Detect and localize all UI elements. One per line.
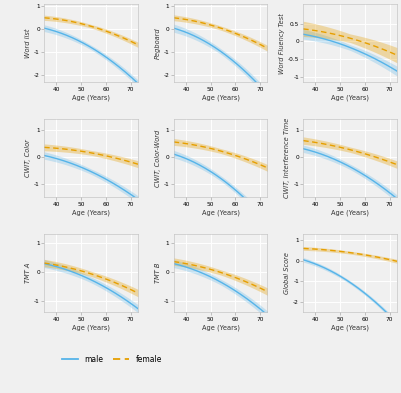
Y-axis label: TMT A: TMT A <box>25 263 31 283</box>
Y-axis label: Word Fluency Test: Word Fluency Test <box>279 13 285 73</box>
X-axis label: Age (Years): Age (Years) <box>331 94 369 101</box>
X-axis label: Age (Years): Age (Years) <box>202 94 239 101</box>
X-axis label: Age (Years): Age (Years) <box>202 209 239 216</box>
X-axis label: Age (Years): Age (Years) <box>331 324 369 331</box>
Y-axis label: TMT B: TMT B <box>155 263 161 283</box>
Y-axis label: Word list: Word list <box>25 28 31 58</box>
Y-axis label: Pegboard: Pegboard <box>155 28 161 59</box>
Legend: male, female: male, female <box>59 352 165 367</box>
Y-axis label: CWIT, Color: CWIT, Color <box>25 139 31 177</box>
X-axis label: Age (Years): Age (Years) <box>72 94 110 101</box>
Y-axis label: CWIT, Interference Time: CWIT, Interference Time <box>284 118 290 198</box>
X-axis label: Age (Years): Age (Years) <box>331 209 369 216</box>
Y-axis label: CWIT, Color-Word: CWIT, Color-Word <box>155 130 161 187</box>
X-axis label: Age (Years): Age (Years) <box>202 324 239 331</box>
X-axis label: Age (Years): Age (Years) <box>72 324 110 331</box>
X-axis label: Age (Years): Age (Years) <box>72 209 110 216</box>
Y-axis label: Global Score: Global Score <box>284 252 290 294</box>
